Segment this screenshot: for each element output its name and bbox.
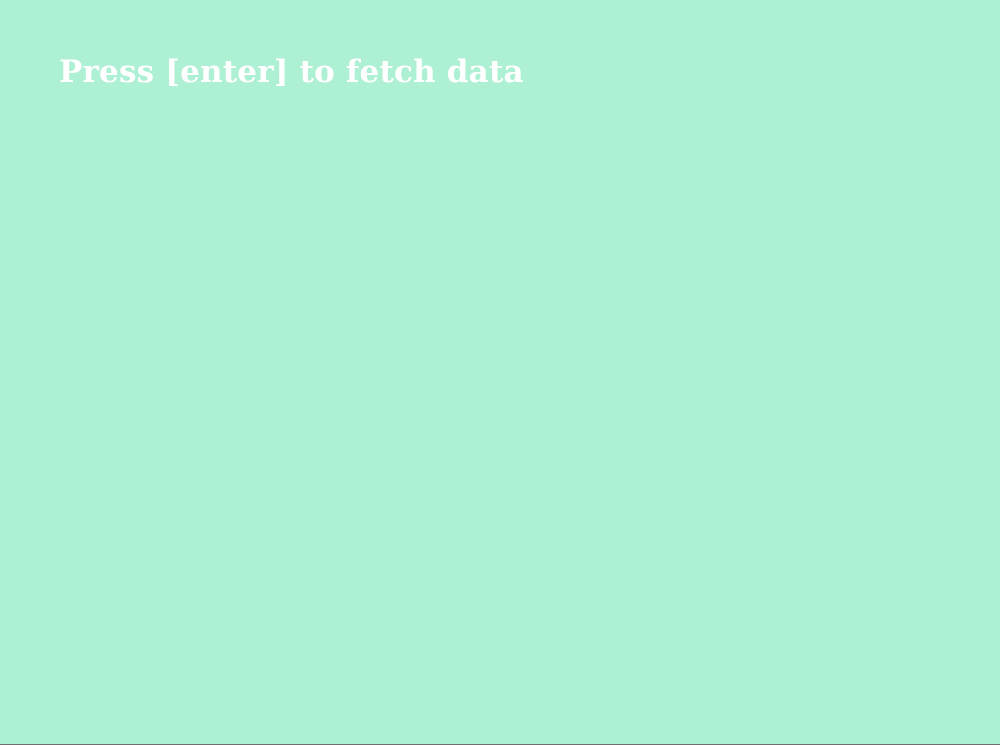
- fetch-data-prompt: Press [enter] to fetch data: [59, 54, 524, 90]
